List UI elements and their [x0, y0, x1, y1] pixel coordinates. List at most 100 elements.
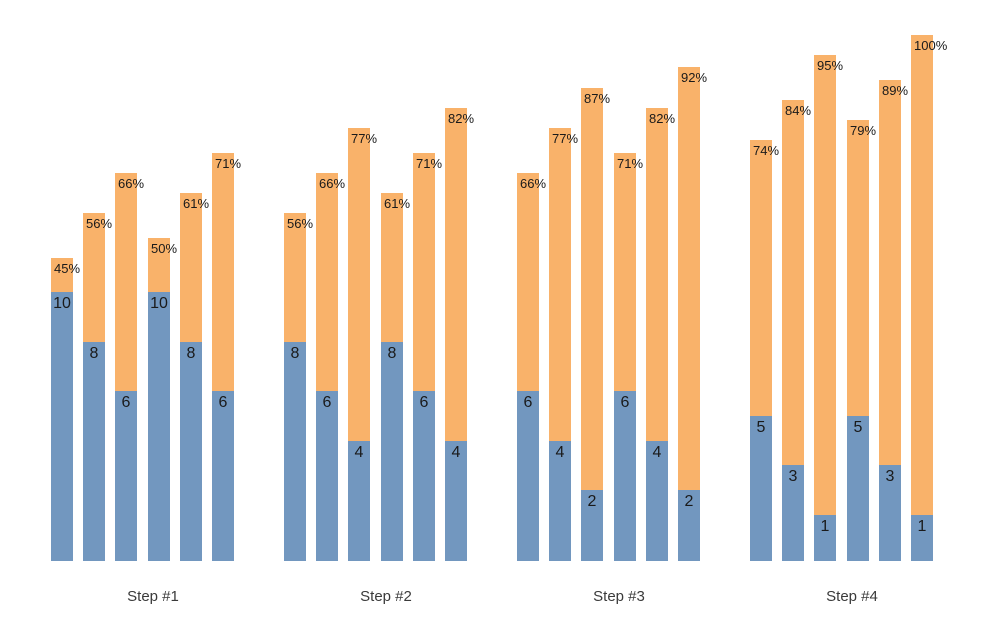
count-segment: 3: [782, 465, 804, 561]
count-segment: 6: [614, 391, 636, 561]
percent-label: 71%: [416, 156, 443, 171]
count-segment: 10: [148, 292, 170, 561]
count-label: 8: [89, 345, 99, 362]
bar-step4-2: 84% 3: [782, 100, 811, 561]
count-segment: 6: [316, 391, 338, 561]
count-segment: 1: [814, 515, 836, 561]
percent-segment: 82%: [646, 108, 675, 441]
bar-step2-2: 66% 6: [316, 173, 345, 561]
count-segment: 10: [51, 292, 73, 561]
percent-label: 79%: [850, 123, 877, 138]
bar-step2-1: 56% 8: [284, 213, 313, 561]
bar-step1-4: 50% 10: [148, 238, 177, 561]
group-label-step2: Step #2: [360, 588, 412, 605]
bar-step2-3: 77% 4: [348, 128, 377, 561]
count-segment: 4: [348, 441, 370, 561]
count-segment: 6: [413, 391, 435, 561]
percent-label: 82%: [649, 111, 676, 126]
bar-step4-6: 100% 1: [911, 35, 947, 561]
percent-label: 74%: [753, 143, 780, 158]
count-segment: 8: [381, 342, 403, 561]
percent-label: 71%: [617, 156, 644, 171]
count-label: 4: [354, 444, 364, 461]
bar-step4-1: 74% 5: [750, 140, 779, 561]
percent-label: 61%: [384, 196, 411, 211]
count-label: 8: [387, 345, 397, 362]
percent-segment: 66%: [316, 173, 345, 391]
percent-label: 56%: [287, 216, 314, 231]
group-label-step1: Step #1: [127, 588, 179, 605]
group-label-step4: Step #4: [826, 588, 878, 605]
percent-label: 100%: [914, 38, 948, 53]
count-segment: 5: [750, 416, 772, 561]
bar-step4-4: 79% 5: [847, 120, 876, 561]
count-segment: 3: [879, 465, 901, 561]
count-label: 4: [652, 444, 662, 461]
count-label: 6: [523, 394, 533, 411]
percent-segment: 61%: [180, 193, 209, 342]
percent-segment: 50%: [148, 238, 177, 292]
bar-step4-5: 89% 3: [879, 80, 908, 561]
bar-step3-3: 87% 2: [581, 88, 610, 561]
percent-segment: 77%: [348, 128, 377, 441]
count-segment: 5: [847, 416, 869, 561]
bar-step3-1: 66% 6: [517, 173, 546, 561]
percent-label: 92%: [681, 70, 708, 85]
count-label: 1: [820, 518, 830, 535]
percent-label: 45%: [54, 261, 81, 276]
count-label: 5: [853, 419, 863, 436]
percent-label: 77%: [351, 131, 378, 146]
bar-step2-6: 82% 4: [445, 108, 474, 561]
percent-label: 61%: [183, 196, 210, 211]
percent-label: 56%: [86, 216, 113, 231]
count-label: 1: [917, 518, 927, 535]
count-label: 6: [121, 394, 131, 411]
count-label: 4: [451, 444, 461, 461]
count-label: 6: [218, 394, 228, 411]
count-label: 5: [756, 419, 766, 436]
percent-label: 66%: [520, 176, 547, 191]
percent-segment: 82%: [445, 108, 474, 441]
percent-segment: 45%: [51, 258, 80, 292]
percent-label: 89%: [882, 83, 909, 98]
percent-label: 84%: [785, 103, 812, 118]
percent-segment: 66%: [517, 173, 546, 391]
count-label: 10: [150, 295, 168, 312]
bar-step3-4: 71% 6: [614, 153, 643, 561]
percent-segment: 71%: [212, 153, 241, 391]
bar-step1-3: 66% 6: [115, 173, 144, 561]
bar-step3-5: 82% 4: [646, 108, 675, 561]
count-label: 8: [186, 345, 196, 362]
percent-label: 66%: [319, 176, 346, 191]
bar-step3-2: 77% 4: [549, 128, 578, 561]
count-segment: 8: [83, 342, 105, 561]
count-segment: 8: [180, 342, 202, 561]
percent-label: 87%: [584, 91, 611, 106]
percent-segment: 77%: [549, 128, 578, 441]
count-segment: 1: [911, 515, 933, 561]
bar-step1-1: 45% 10: [51, 258, 80, 561]
percent-segment: 61%: [381, 193, 410, 342]
percent-segment: 56%: [83, 213, 112, 342]
percent-segment: 79%: [847, 120, 876, 416]
percent-label: 95%: [817, 58, 844, 73]
bar-step4-3: 95% 1: [814, 55, 843, 561]
percent-segment: 71%: [614, 153, 643, 391]
bar-step1-6: 71% 6: [212, 153, 241, 561]
count-segment: 2: [678, 490, 700, 561]
count-segment: 4: [646, 441, 668, 561]
percent-label: 50%: [151, 241, 178, 256]
count-segment: 6: [212, 391, 234, 561]
percent-label: 77%: [552, 131, 579, 146]
percent-segment: 95%: [814, 55, 843, 515]
count-label: 6: [322, 394, 332, 411]
count-label: 8: [290, 345, 300, 362]
percent-segment: 87%: [581, 88, 610, 490]
group-label-step3: Step #3: [593, 588, 645, 605]
count-segment: 6: [517, 391, 539, 561]
count-label: 3: [885, 468, 895, 485]
count-label: 6: [419, 394, 429, 411]
count-label: 10: [53, 295, 71, 312]
count-segment: 6: [115, 391, 137, 561]
